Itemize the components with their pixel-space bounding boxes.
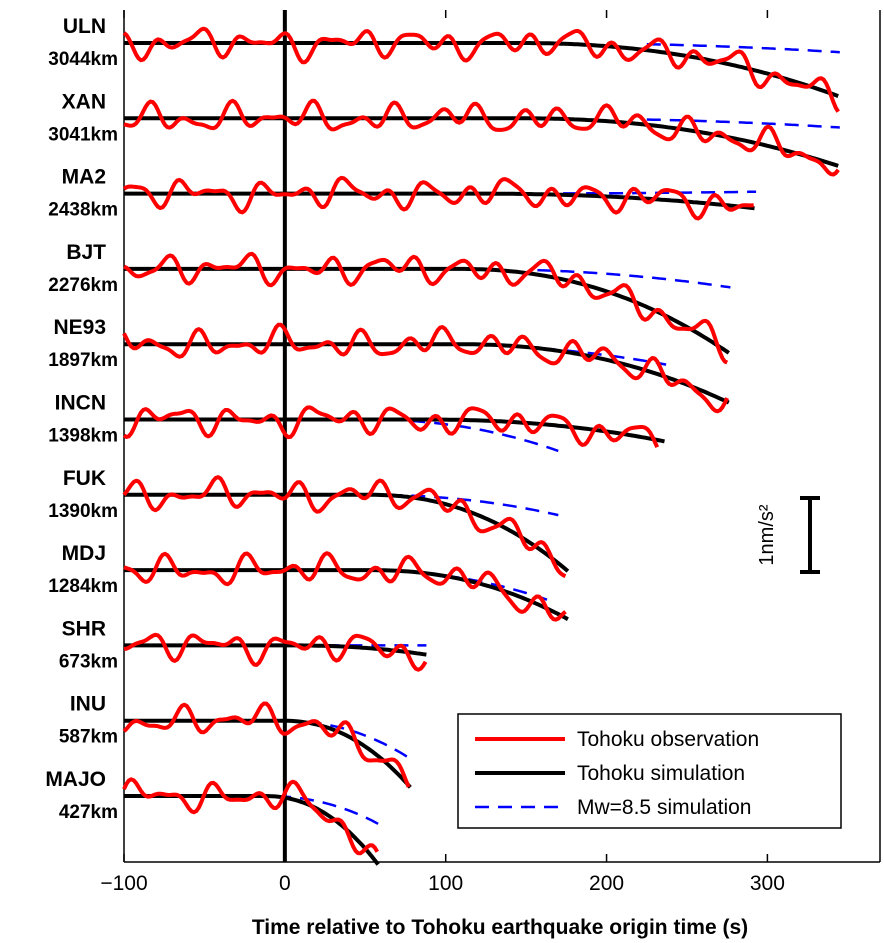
observation-trace-fuk	[122, 475, 567, 578]
observation-trace-ne93	[122, 322, 730, 414]
station-distance-bjt: 2276km	[48, 275, 118, 296]
x-tick-label: 100	[428, 872, 463, 895]
tohoku-simulation-trace-mdj	[124, 568, 569, 621]
station-name-mdj: MDJ	[62, 542, 106, 565]
x-tick-label: 0	[279, 872, 291, 895]
station-distance-ma2: 2438km	[48, 200, 118, 221]
tohoku-simulation-trace-uln	[124, 41, 839, 98]
tohoku-simulation-trace-ne93	[124, 342, 730, 405]
mw85-simulation-trace-inu	[215, 719, 410, 759]
observation-trace-ma2	[122, 175, 754, 221]
legend-label-mw85-sim: Mw=8.5 simulation	[577, 796, 752, 819]
tohoku-simulation-trace-majo	[124, 794, 380, 866]
legend-label-observation: Tohoku observation	[577, 728, 759, 751]
tohoku-simulation-trace-shr	[124, 643, 427, 657]
observation-trace-incn	[122, 405, 660, 449]
station-name-fuk: FUK	[63, 467, 106, 490]
legend: Tohoku observation Tohoku simulation Mw=…	[457, 713, 842, 829]
tohoku-simulation-trace-inu	[124, 718, 412, 789]
x-axis-title: Time relative to Tohoku earthquake origi…	[252, 916, 748, 939]
observation-trace-shr	[123, 632, 428, 672]
station-distance-uln: 3044km	[48, 49, 118, 70]
station-name-uln: ULN	[63, 15, 106, 38]
station-distance-ne93: 1897km	[48, 350, 118, 371]
x-tick-label: 200	[589, 872, 624, 895]
waveform-traces	[122, 26, 840, 866]
tohoku-simulation-trace-incn	[124, 417, 665, 444]
observation-trace-xan	[123, 98, 840, 177]
scale-bar-label: 1nm/s²	[756, 504, 778, 565]
mw85-simulation-trace-bjt	[537, 268, 731, 289]
station-distance-majo: 427km	[59, 802, 118, 823]
observation-trace-bjt	[123, 251, 729, 365]
tohoku-simulation-trace-fuk	[124, 492, 570, 573]
station-name-majo: MAJO	[45, 768, 106, 791]
station-name-incn: INCN	[55, 392, 106, 415]
observation-trace-inu	[122, 701, 411, 788]
station-name-ne93: NE93	[53, 316, 106, 339]
tohoku-simulation-trace-ma2	[124, 191, 755, 211]
amplitude-scale-bar: 1nm/s²	[756, 496, 820, 574]
station-distance-incn: 1398km	[48, 426, 118, 447]
station-name-inu: INU	[70, 693, 106, 716]
station-distance-fuk: 1390km	[48, 501, 118, 522]
station-labels: ULN 3044km XAN 3041km MA2 2438km BJT 2276km NE93…	[45, 15, 118, 823]
station-distance-mdj: 1284km	[48, 576, 118, 597]
legend-label-tohoku-sim: Tohoku simulation	[577, 762, 745, 785]
mw85-simulation-trace-xan	[646, 118, 840, 129]
station-distance-xan: 3041km	[48, 124, 118, 145]
mw85-simulation-trace-uln	[646, 42, 840, 54]
station-distance-shr: 673km	[59, 651, 118, 672]
observation-trace-uln	[122, 26, 840, 113]
station-distance-inu: 587km	[59, 727, 118, 748]
station-name-ma2: MA2	[62, 166, 106, 189]
x-tick-label: −100	[100, 872, 147, 895]
station-name-xan: XAN	[62, 90, 106, 113]
observation-trace-majo	[122, 777, 380, 856]
x-axis-ticks: −100 0 100 200 300	[100, 10, 785, 895]
station-name-bjt: BJT	[66, 241, 106, 264]
x-tick-label: 300	[750, 872, 785, 895]
station-name-shr: SHR	[62, 617, 106, 640]
observation-trace-mdj	[123, 551, 567, 622]
